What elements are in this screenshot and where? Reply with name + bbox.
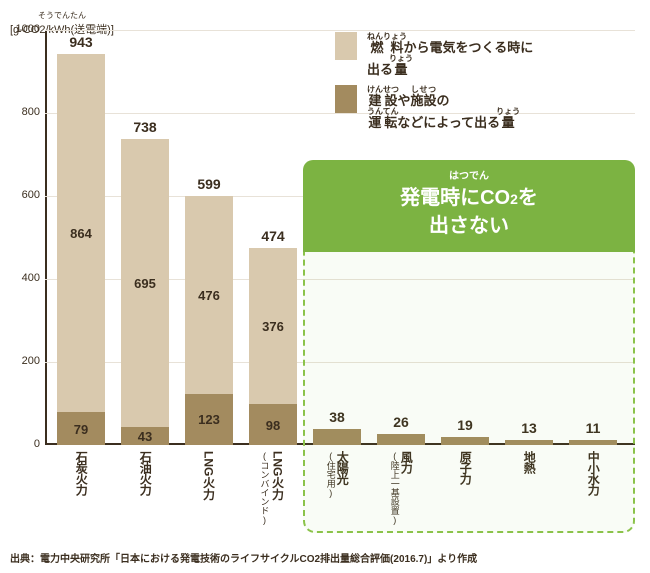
legend-text-fuel: 燃料ねんりょうから電気をつくる時に出る量りょう [367, 32, 533, 79]
bar-value-construction: 123 [185, 412, 233, 427]
bar-total-value: 599 [185, 176, 233, 192]
y-tick-label: 200 [10, 355, 40, 367]
bar-x-label: (コンバインド)LNG火力 [249, 451, 297, 525]
legend-item-construction: 建設けんせつや施設しせつの運転うんてんなどによって出る量りょう [335, 85, 635, 132]
highlight-title: はつでん 発電時にCO2を出さない [303, 160, 635, 252]
bar-2: 123476599LNG火力 [185, 30, 233, 445]
legend-text-construction: 建設けんせつや施設しせつの運転うんてんなどによって出る量りょう [367, 85, 520, 132]
bar-value-construction: 98 [249, 418, 297, 433]
bar-x-label: 石油火力 [121, 451, 169, 495]
bar-value-construction: 43 [121, 429, 169, 444]
bar-value-fuel: 864 [57, 226, 105, 241]
bar-value-fuel: 695 [121, 276, 169, 291]
bar-total-value: 738 [121, 119, 169, 135]
bar-total-value: 943 [57, 34, 105, 50]
bar-value-fuel: 376 [249, 319, 297, 334]
legend-swatch-fuel [335, 32, 357, 60]
bar-x-label: LNG火力 [185, 451, 233, 500]
y-tick-label: 1000 [10, 23, 40, 35]
bar-total-value: 474 [249, 228, 297, 244]
y-tick-label: 400 [10, 272, 40, 284]
legend: 燃料ねんりょうから電気をつくる時に出る量りょう 建設けんせつや施設しせつの運転う… [335, 32, 635, 138]
highlight-title-text: 発電時にCO2を出さない [400, 187, 538, 237]
bar-value-construction: 79 [57, 422, 105, 437]
bar-value-fuel: 476 [185, 288, 233, 303]
bar-x-label: 石炭火力 [57, 451, 105, 495]
y-tick-label: 600 [10, 189, 40, 201]
legend-swatch-construction [335, 85, 357, 113]
y-tick-label: 800 [10, 106, 40, 118]
bar-0: 79864943石炭火力 [57, 30, 105, 445]
y-tick-label: 0 [10, 438, 40, 450]
source-citation: 出典：電力中央研究所「日本における発電技術のライフサイクルCO2排出量総合評価(… [10, 550, 477, 565]
legend-item-fuel: 燃料ねんりょうから電気をつくる時に出る量りょう [335, 32, 635, 79]
bar-1: 43695738石油火力 [121, 30, 169, 445]
bar-3: 98376474(コンバインド)LNG火力 [249, 30, 297, 445]
